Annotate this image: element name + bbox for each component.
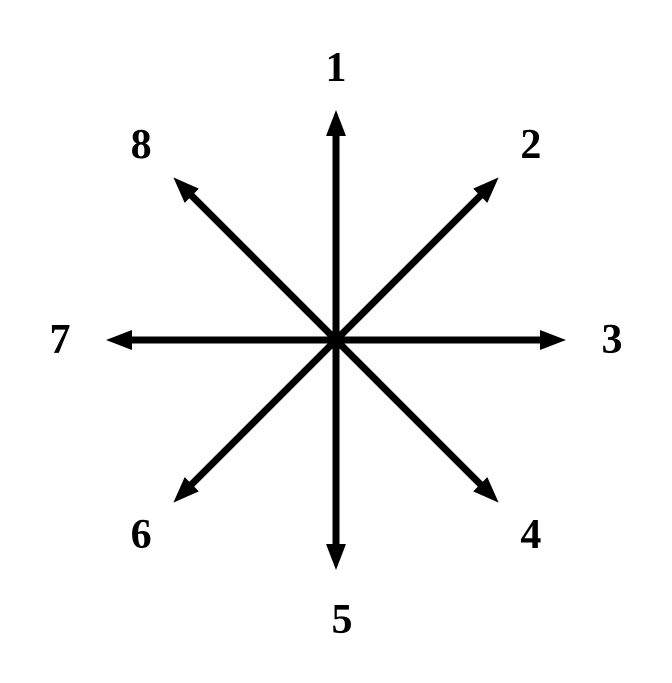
direction-label-8: 8 [131, 121, 152, 169]
direction-label-6: 6 [131, 511, 152, 559]
direction-label-1: 1 [326, 44, 347, 92]
direction-label-7: 7 [50, 316, 71, 364]
direction-label-3: 3 [602, 316, 623, 364]
center-dot [328, 332, 344, 348]
compass-diagram: 1 2 3 4 5 6 7 8 [0, 0, 672, 683]
direction-label-5: 5 [332, 596, 353, 644]
arrows-svg [0, 0, 672, 683]
direction-label-4: 4 [520, 511, 541, 559]
direction-label-2: 2 [520, 121, 541, 169]
